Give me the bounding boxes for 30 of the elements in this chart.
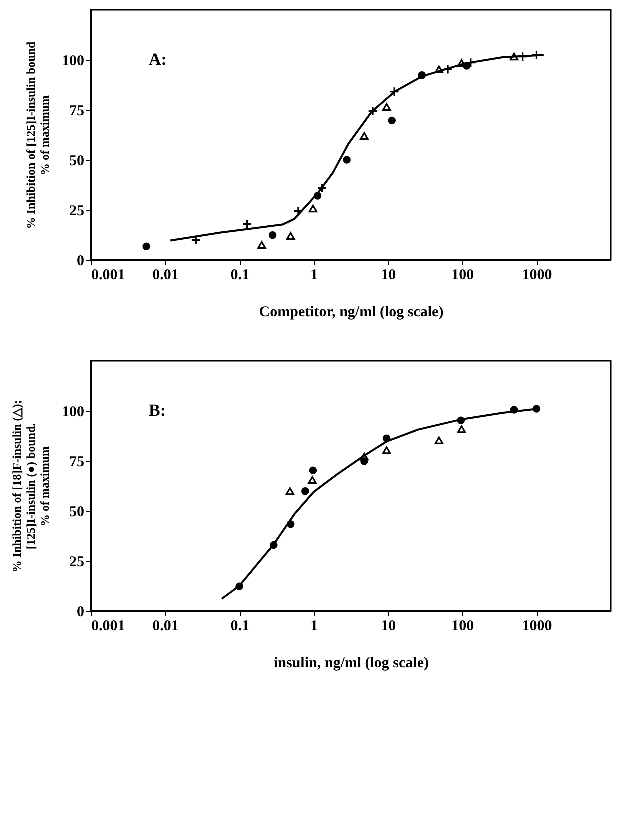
annotation: A: (149, 50, 167, 69)
x-tick-label: 10 (381, 618, 396, 634)
x-tick-label: 0.001 (92, 268, 126, 284)
x-tick-label: 1 (310, 618, 318, 634)
x-tick-label: 0.1 (230, 268, 250, 284)
y-tick-label: 100 (62, 404, 84, 420)
x-axis-title: insulin, ng/ml (log scale) (274, 656, 430, 672)
x-tick-label: 0.1 (230, 618, 250, 634)
x-tick-label: 0.001 (92, 618, 126, 634)
y-axis-title: % Inhibition of [18]F-insulin (△); [125]I-insulin (●) bound. % of maximum (10, 400, 52, 573)
x-axis-title: Competitor, ng/ml (log scale) (259, 304, 444, 320)
y-tick-label: 50 (70, 504, 84, 520)
y-tick-label: 100 (62, 54, 84, 70)
y-tick-label: 50 (70, 154, 84, 170)
y-tick-label: 25 (70, 204, 84, 220)
y-tick-label: 25 (70, 554, 84, 570)
y-axis-title: % Inhibition of [125]I-insulin bound % of maximum (24, 41, 52, 230)
x-tick-label: 100 (452, 618, 474, 634)
x-tick-label: 0.01 (152, 268, 179, 284)
annotation: B: (149, 401, 166, 420)
y-tick-label: 0 (77, 254, 84, 270)
x-tick-label: 0.01 (152, 618, 179, 634)
y-tick-label: 75 (70, 104, 84, 120)
x-tick-label: 1000 (522, 618, 552, 634)
x-tick-label: 1000 (522, 268, 552, 284)
x-tick-label: 1 (310, 268, 318, 284)
y-tick-label: 75 (70, 454, 84, 470)
y-tick-label: 0 (77, 604, 84, 620)
x-tick-label: 100 (452, 268, 474, 284)
x-tick-label: 10 (381, 268, 396, 284)
